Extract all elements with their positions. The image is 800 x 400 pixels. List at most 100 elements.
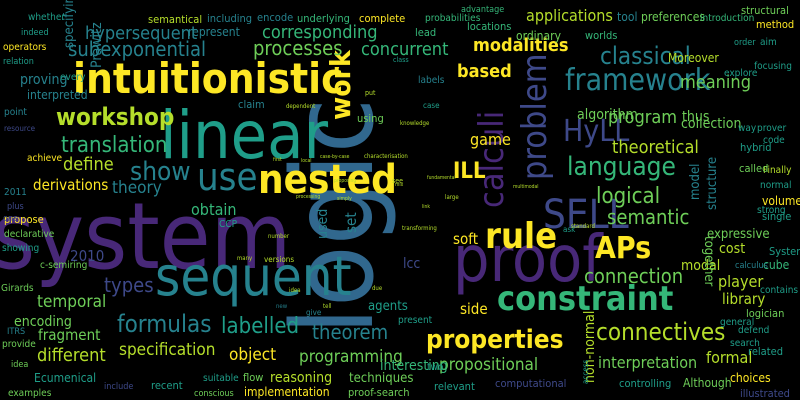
word-language: language (567, 152, 676, 182)
word-proof-search: proof-search (348, 386, 410, 399)
word-proof: proof (453, 223, 604, 297)
word-declarative: declarative (4, 229, 55, 240)
word-flow: flow (243, 371, 263, 384)
word-encode: encode (257, 11, 293, 24)
word-case: case (423, 101, 440, 110)
word-soft: soft (453, 230, 478, 248)
word-defend: defend (738, 325, 769, 336)
word-provide: provide (2, 339, 36, 350)
word-cube: cube (763, 258, 790, 272)
word-specifying: specifying (62, 0, 77, 48)
word-properties: properties (426, 325, 564, 355)
word-modal: modal (681, 258, 720, 274)
word-processing: processing (296, 194, 320, 200)
word-theorem: theorem (312, 320, 388, 344)
word-explore: explore (724, 68, 758, 79)
word-many: many (237, 255, 253, 262)
word-examples: examples (8, 388, 52, 399)
word-interesting: interesting (380, 358, 448, 374)
word-called: called (739, 162, 768, 175)
word-hypersequent: hypersequent (85, 23, 197, 44)
word-reasoning: reasoning (270, 370, 332, 386)
word-method: method (756, 18, 794, 31)
word-system: system (0, 183, 291, 290)
word-implementation: implementation (244, 385, 330, 399)
word-object: object (229, 345, 276, 365)
word-itrs: ITRS (7, 327, 25, 337)
word-calculus: calculus (735, 261, 768, 271)
word-expressive: expressive (707, 227, 770, 242)
word-derivations: derivations (33, 176, 108, 194)
word-non-normal: non-normal (582, 311, 598, 383)
word-concurrent: concurrent (361, 39, 448, 60)
word-temporal: temporal (37, 292, 106, 312)
word-sell: SELL (543, 192, 629, 238)
word-claim: claim (238, 98, 265, 111)
word-using: using (357, 112, 384, 125)
word-conscious: conscious (194, 389, 234, 399)
word-strong: strong (757, 205, 786, 216)
word-together: together (701, 236, 716, 287)
word-code: code (763, 135, 785, 146)
word-subexponential: subexponential (68, 37, 206, 61)
word-rule: rule (485, 216, 557, 257)
word-program: program (608, 107, 677, 128)
word-choices: choices (730, 371, 771, 385)
word-formulas: formulas (117, 310, 211, 338)
word-worlds: worlds (585, 29, 617, 42)
word-see: see (392, 177, 403, 185)
word-translation: translation (61, 133, 167, 158)
word-contains: contains (760, 285, 798, 296)
word-characterisation: characterisation (364, 153, 408, 160)
word-recent: recent (151, 379, 183, 392)
word-normal: normal (760, 180, 792, 191)
word-encoding: encoding (14, 314, 72, 330)
word-suitable: suitable (203, 373, 239, 384)
word-volume: volume (762, 194, 800, 208)
word-specification: specification (119, 340, 215, 360)
word-fundamental: fundamental (427, 175, 456, 181)
word-search: search (730, 338, 760, 349)
word-operators: operators (3, 42, 47, 53)
word-achieve: achieve (27, 153, 63, 164)
word-2011: 2011 (4, 187, 27, 198)
word-hyll: HyLL (563, 114, 629, 149)
word-local: local (301, 158, 311, 164)
word-probabilities: probabilities (425, 13, 481, 24)
word-single: single (762, 210, 791, 223)
word-framework: framework (565, 63, 711, 98)
word-transforming: transforming (402, 225, 437, 232)
word-hybrid: hybrid (740, 141, 772, 154)
word-indeed: indeed (21, 28, 49, 38)
word-showing: showing (2, 243, 39, 254)
word-multimodal: multimodal (513, 184, 539, 190)
word-modalities: modalities (473, 35, 569, 56)
word-interpretation: interpretation (598, 353, 697, 372)
word-idea: idea (289, 287, 301, 294)
word-meaning: meaning (680, 72, 751, 93)
word-large: large (445, 194, 459, 201)
word-2010: 2010 (70, 247, 104, 265)
word-model: model (688, 164, 703, 200)
word-new: new (276, 303, 288, 310)
word-knowledge: knowledge (400, 120, 430, 127)
word-introduction: introduction (700, 13, 754, 24)
word-relevant: relevant (434, 380, 475, 393)
word-finally: Finally (763, 165, 792, 176)
word-work: work (324, 49, 357, 120)
word-calculi: calculi (472, 111, 512, 208)
word-sequent: sequent (155, 245, 352, 308)
word-point: point (4, 107, 27, 118)
word-player: player (718, 272, 763, 291)
word-semantic: semantic (607, 205, 689, 229)
word-logician: logician (746, 307, 784, 320)
word-plus: plus (7, 202, 24, 212)
word-although: Although (683, 376, 732, 390)
word-tell: tell (323, 303, 331, 310)
word-two: two (427, 362, 444, 373)
word-library: library (722, 290, 765, 308)
word-complete: complete (359, 12, 405, 25)
word-applications: applications (526, 6, 613, 25)
word-used: used (315, 209, 331, 239)
